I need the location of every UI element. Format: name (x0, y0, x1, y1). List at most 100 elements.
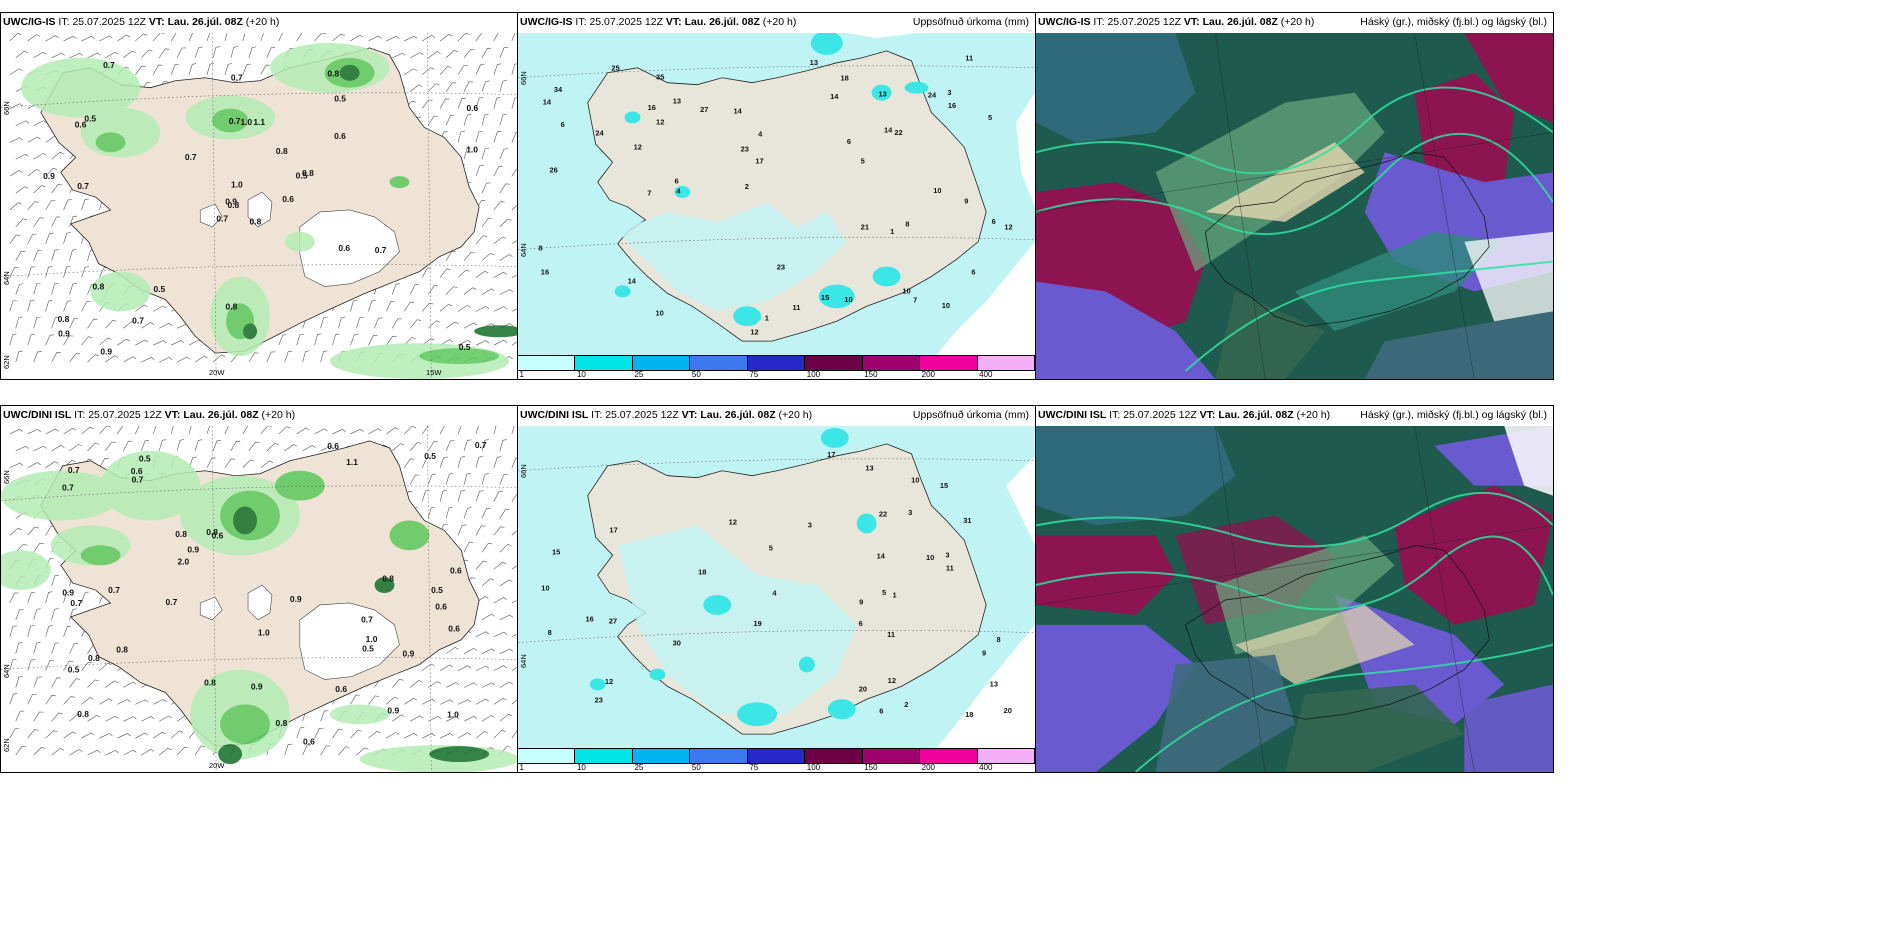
value-label: 0.5 (431, 585, 443, 595)
value-label: 0.9 (403, 648, 415, 658)
glacier-langjokull (247, 191, 273, 228)
value-label: 6 (847, 137, 851, 146)
wind-barb (332, 333, 340, 346)
wind-barb (439, 339, 454, 346)
wind-barb (421, 302, 434, 312)
wind-barb (206, 457, 216, 468)
value-label: 24 (928, 91, 937, 100)
wind-barb (69, 443, 83, 452)
glacier-vatnajokull (299, 602, 400, 680)
wind-barb (141, 356, 155, 363)
wind-barb (27, 526, 39, 536)
wind-barb (511, 240, 517, 245)
value-label: 16 (585, 614, 593, 623)
wind-barb (499, 254, 513, 261)
wind-barb (481, 578, 494, 587)
wind-barb (499, 80, 507, 92)
value-label: 0.7 (108, 585, 120, 595)
wind-barb (87, 52, 101, 59)
value-label: 14 (877, 552, 886, 561)
lat-label-66n: 66N (519, 71, 528, 85)
wind-barb (493, 491, 503, 502)
wind-barb (493, 730, 506, 739)
value-label: 13 (879, 89, 887, 98)
precip-over-land (617, 525, 857, 715)
wind-barb (9, 234, 21, 244)
wind-barb (457, 524, 467, 536)
glacier-langjokull (247, 584, 273, 621)
wind-barb (63, 427, 77, 435)
wind-barb (445, 440, 455, 451)
wind-barb (457, 665, 472, 671)
map-panel-dini-precip: UWC/DINI ISL IT: 25.07.2025 12Z VT: Lau.… (517, 405, 1036, 773)
wind-barb (493, 201, 505, 211)
wind-barb (248, 352, 259, 363)
colorbar-swatch (804, 355, 863, 371)
value-label: 22 (894, 128, 902, 137)
wind-barb (302, 350, 310, 363)
value-label: 0.8 (88, 653, 100, 663)
wind-barb (159, 715, 173, 722)
wind-barb (63, 300, 72, 312)
wind-barb (445, 286, 458, 295)
wind-barb (188, 63, 197, 75)
wind-barb (105, 750, 119, 756)
value-label: 0.7 (132, 316, 144, 326)
wind-barb (511, 97, 517, 109)
colorbar-tick-label: 1 (519, 370, 524, 379)
wind-barb (63, 625, 72, 637)
wind-barb (445, 506, 453, 519)
value-label: 0.8 (276, 718, 288, 728)
wind-barb (475, 631, 490, 638)
map-panel-dini-clouds: UWC/DINI ISL IT: 25.07.2025 12Z VT: Lau.… (1035, 405, 1554, 773)
wind-barb (99, 458, 109, 468)
wind-barb (481, 217, 493, 228)
precip-colorbar: 1 10 25 50 75 100 150 200 400 (518, 748, 1035, 772)
wind-barb (457, 269, 470, 278)
wind-barb (493, 33, 499, 42)
wind-barb (260, 460, 274, 468)
wind-barb (421, 426, 433, 435)
colorbar-tick-label: 400 (979, 370, 993, 379)
wind-barb (194, 355, 208, 363)
value-label: 15 (552, 548, 560, 557)
wind-barb (463, 682, 478, 688)
iceland-outline (1204, 151, 1490, 327)
wind-barb (499, 681, 513, 688)
wind-barb (9, 299, 17, 312)
wind-barb (493, 561, 507, 570)
wind-barb (9, 658, 17, 671)
value-label: 0.8 (276, 146, 288, 156)
value-label: 3 (945, 550, 949, 559)
value-label: 0.7 (103, 60, 115, 70)
wind-barb (158, 48, 170, 59)
wind-barb (499, 544, 512, 553)
wind-barb (141, 49, 153, 59)
wind-barb (445, 682, 460, 688)
wind-barb (392, 679, 404, 688)
value-label: 0.8 (327, 68, 339, 78)
value-label: 10 (655, 309, 663, 318)
lat-label-64n: 64N (519, 243, 528, 257)
colorbar-tick-label: 25 (634, 763, 644, 772)
value-label: 25 (611, 63, 619, 72)
panel-title: UWC/DINI ISL IT: 25.07.2025 12Z VT: Lau.… (3, 409, 296, 421)
wind-barb (493, 526, 505, 536)
colorbar-swatches (518, 355, 1035, 371)
value-label: 0.6 (131, 466, 143, 476)
wind-barb (422, 733, 436, 739)
wind-barb (404, 337, 416, 346)
wind-barb (152, 33, 165, 42)
wind-barb (410, 680, 423, 688)
wind-barb (403, 458, 415, 468)
value-label: 27 (700, 105, 708, 114)
wind-barb (314, 33, 326, 42)
wind-barb (153, 699, 167, 705)
wind-barb (15, 316, 23, 329)
wind-barb (230, 46, 238, 58)
value-label: 5 (769, 544, 773, 553)
wind-barb (493, 131, 502, 143)
value-label: 0.7 (68, 465, 80, 475)
wind-barb (475, 64, 485, 75)
value-label: 0.6 (338, 243, 350, 253)
